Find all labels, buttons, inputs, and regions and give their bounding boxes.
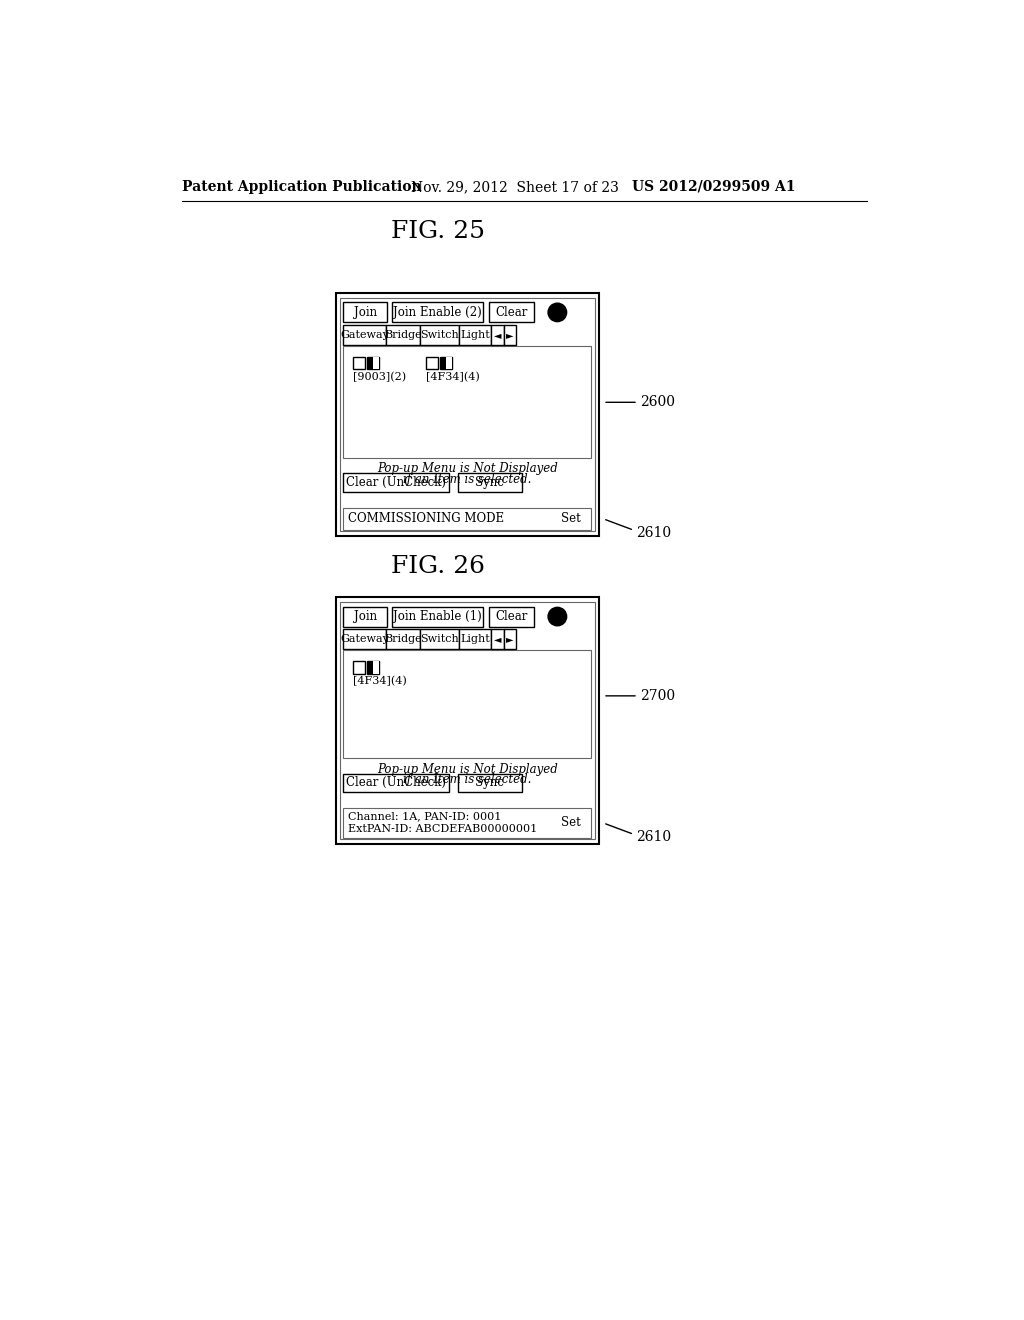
Text: Pop-up Menu is Not Displayed: Pop-up Menu is Not Displayed bbox=[377, 763, 558, 776]
Text: Gateway: Gateway bbox=[340, 330, 389, 339]
Bar bbox=[373, 661, 379, 673]
Bar bbox=[343, 651, 592, 758]
Bar bbox=[554, 813, 587, 832]
Text: Sync: Sync bbox=[475, 477, 505, 490]
Text: 2600: 2600 bbox=[640, 395, 675, 409]
Bar bbox=[340, 602, 595, 840]
Text: ExtPAN-ID: ABCDEFAB00000001: ExtPAN-ID: ABCDEFAB00000001 bbox=[348, 825, 538, 834]
Text: [4F34](4): [4F34](4) bbox=[426, 372, 479, 383]
Bar bbox=[386, 325, 420, 345]
Bar bbox=[459, 628, 492, 649]
Bar bbox=[373, 358, 379, 370]
Text: if an Item is selected.: if an Item is selected. bbox=[403, 774, 531, 787]
Text: FIG. 26: FIG. 26 bbox=[391, 554, 485, 578]
Text: US 2012/0299509 A1: US 2012/0299509 A1 bbox=[632, 180, 796, 194]
Bar bbox=[489, 607, 535, 627]
Text: Gateway: Gateway bbox=[340, 634, 389, 644]
Text: [9003](2): [9003](2) bbox=[352, 372, 406, 383]
Bar bbox=[554, 511, 587, 527]
Bar bbox=[343, 607, 387, 627]
Bar bbox=[492, 325, 504, 345]
Bar bbox=[343, 628, 386, 649]
Circle shape bbox=[548, 607, 566, 626]
Text: Clear: Clear bbox=[496, 610, 527, 623]
Bar bbox=[343, 508, 592, 529]
Bar bbox=[391, 302, 483, 322]
Bar bbox=[343, 346, 592, 458]
Text: 2610: 2610 bbox=[636, 830, 672, 843]
Text: [4F34](4): [4F34](4) bbox=[352, 676, 407, 686]
Text: Patent Application Publication: Patent Application Publication bbox=[182, 180, 422, 194]
Bar bbox=[343, 808, 592, 838]
Bar bbox=[343, 474, 449, 492]
Text: FIG. 25: FIG. 25 bbox=[391, 220, 485, 243]
Bar bbox=[352, 661, 366, 673]
Bar bbox=[420, 628, 459, 649]
Text: if an Item is selected.: if an Item is selected. bbox=[403, 473, 531, 486]
Text: Set: Set bbox=[561, 512, 581, 525]
Text: Nov. 29, 2012  Sheet 17 of 23: Nov. 29, 2012 Sheet 17 of 23 bbox=[411, 180, 618, 194]
Bar bbox=[367, 358, 379, 370]
Bar bbox=[426, 358, 438, 370]
Text: Clear (UnCheck): Clear (UnCheck) bbox=[346, 477, 446, 490]
Bar bbox=[386, 628, 420, 649]
Bar bbox=[458, 774, 521, 792]
Text: Bridge: Bridge bbox=[384, 634, 422, 644]
Bar bbox=[343, 774, 449, 792]
Text: COMMISSIONING MODE: COMMISSIONING MODE bbox=[348, 512, 504, 525]
Bar bbox=[504, 325, 516, 345]
Bar bbox=[367, 661, 379, 673]
Text: Channel: 1A, PAN-ID: 0001: Channel: 1A, PAN-ID: 0001 bbox=[348, 812, 502, 821]
Bar bbox=[489, 302, 535, 322]
Bar bbox=[445, 358, 452, 370]
Bar bbox=[336, 293, 599, 536]
Bar bbox=[391, 607, 483, 627]
Bar bbox=[343, 302, 387, 322]
Bar bbox=[340, 298, 595, 531]
Bar bbox=[420, 325, 459, 345]
Bar bbox=[492, 628, 504, 649]
Text: Light: Light bbox=[461, 634, 490, 644]
Text: ◄: ◄ bbox=[494, 634, 502, 644]
Text: ►: ► bbox=[506, 634, 514, 644]
Text: ◄: ◄ bbox=[494, 330, 502, 339]
Text: 2700: 2700 bbox=[640, 689, 676, 702]
Bar bbox=[336, 597, 599, 843]
Text: Switch: Switch bbox=[420, 330, 459, 339]
Text: Join: Join bbox=[353, 610, 377, 623]
Text: 2610: 2610 bbox=[636, 525, 672, 540]
Text: Join Enable (1): Join Enable (1) bbox=[393, 610, 481, 623]
Bar bbox=[343, 325, 386, 345]
Text: Set: Set bbox=[561, 816, 581, 829]
Text: Bridge: Bridge bbox=[384, 330, 422, 339]
Text: ►: ► bbox=[506, 330, 514, 339]
Bar bbox=[439, 358, 452, 370]
Bar bbox=[458, 474, 521, 492]
Bar bbox=[459, 325, 492, 345]
Text: Sync: Sync bbox=[475, 776, 505, 789]
Text: Switch: Switch bbox=[420, 634, 459, 644]
Text: Light: Light bbox=[461, 330, 490, 339]
Text: Pop-up Menu is Not Displayed: Pop-up Menu is Not Displayed bbox=[377, 462, 558, 475]
Text: Join: Join bbox=[353, 306, 377, 319]
Bar bbox=[352, 358, 366, 370]
Text: Join Enable (2): Join Enable (2) bbox=[393, 306, 481, 319]
Bar bbox=[504, 628, 516, 649]
Text: Clear: Clear bbox=[496, 306, 527, 319]
Text: Clear (UnCheck): Clear (UnCheck) bbox=[346, 776, 446, 789]
Circle shape bbox=[548, 304, 566, 322]
